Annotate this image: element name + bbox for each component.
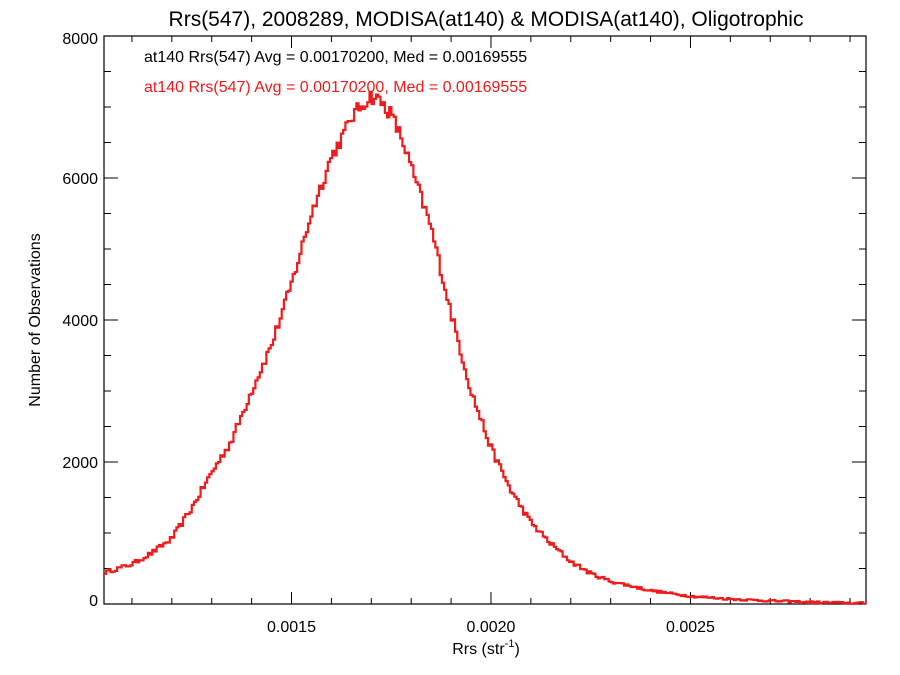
annotation-avg-med-black: at140 Rrs(547) Avg = 0.00170200, Med = 0… bbox=[144, 49, 527, 66]
x-axis-ticks: 0.0015 0.0020 0.0025 bbox=[131, 36, 851, 636]
y-tick-label: 2000 bbox=[62, 455, 98, 472]
histogram-series-line bbox=[104, 91, 867, 605]
x-tick-label: 0.0020 bbox=[467, 619, 516, 636]
y-axis-label: Number of Observations bbox=[27, 233, 44, 406]
x-axis-label-suffix: ) bbox=[514, 641, 519, 658]
x-tick-label: 0.0015 bbox=[267, 619, 316, 636]
x-axis-label-main: Rrs (str bbox=[452, 641, 505, 658]
chart-title: Rrs(547), 2008289, MODISA(at140) & MODIS… bbox=[169, 8, 804, 31]
y-tick-label: 6000 bbox=[62, 171, 98, 188]
y-tick-label: 4000 bbox=[62, 313, 98, 330]
y-tick-label: 8000 bbox=[62, 31, 98, 48]
x-tick-label: 0.0025 bbox=[666, 619, 715, 636]
y-axis-ticks: 0 2000 4000 6000 8000 bbox=[62, 31, 866, 610]
x-axis-label: Rrs (str-1) bbox=[452, 638, 520, 658]
plot-frame bbox=[103, 35, 867, 605]
y-tick-label: 0 bbox=[89, 593, 98, 610]
x-axis-label-superscript: -1 bbox=[505, 638, 515, 650]
annotation-avg-med-red: at140 Rrs(547) Avg = 0.00170200, Med = 0… bbox=[144, 79, 527, 96]
